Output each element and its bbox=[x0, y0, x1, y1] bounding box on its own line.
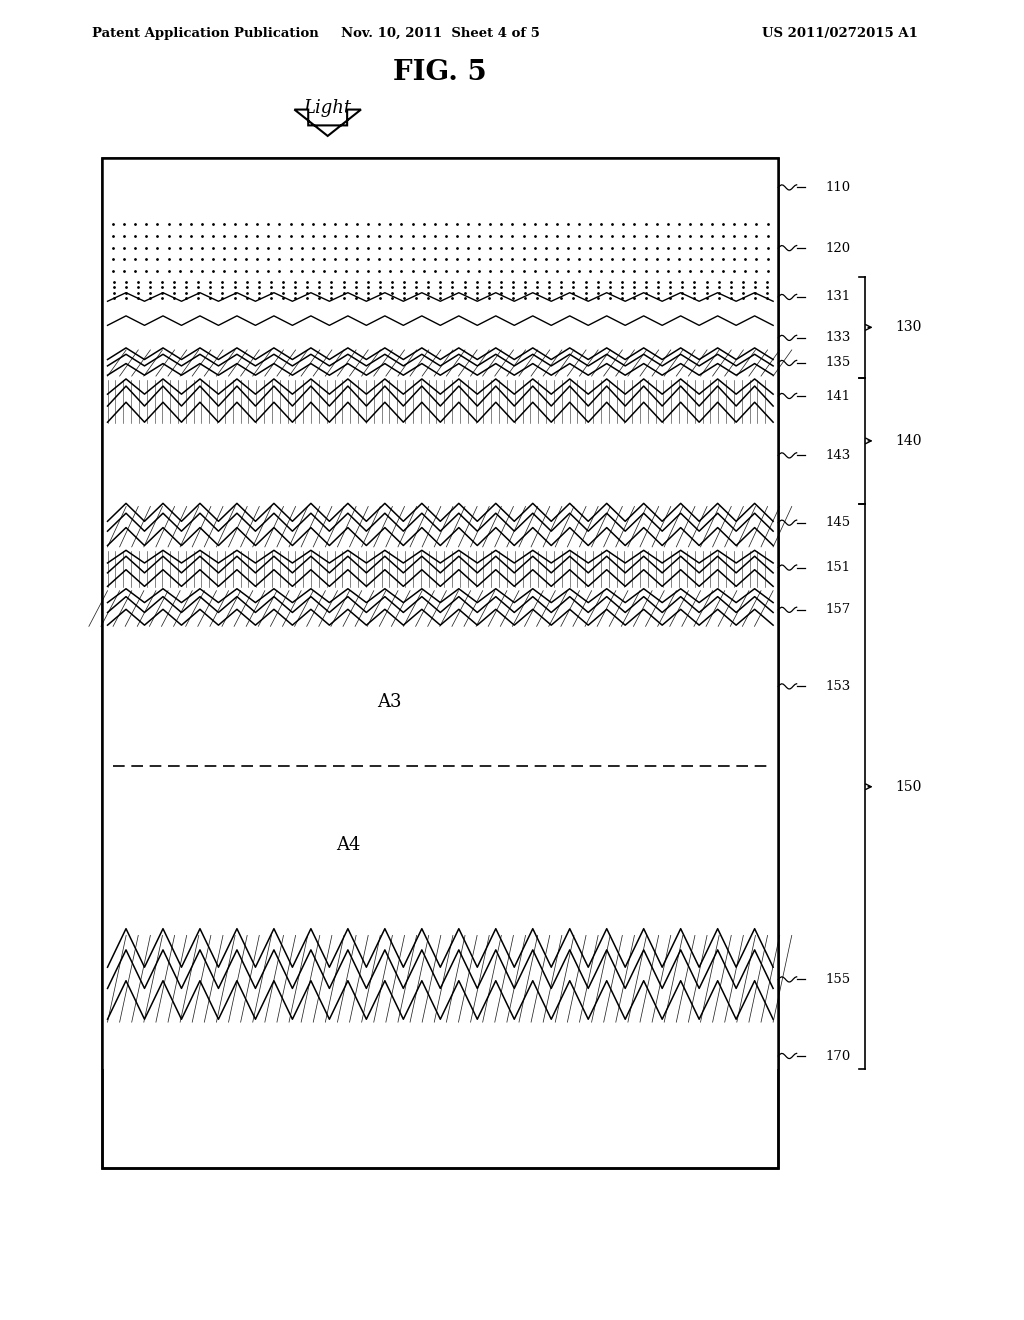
Text: A3: A3 bbox=[377, 693, 401, 711]
Bar bbox=[102, 425, 778, 504]
Text: 155: 155 bbox=[825, 973, 851, 986]
Bar bbox=[102, 628, 778, 931]
Bar bbox=[102, 348, 778, 378]
Bar bbox=[102, 158, 778, 1168]
Text: 120: 120 bbox=[825, 242, 851, 255]
Text: 153: 153 bbox=[825, 680, 851, 693]
Text: 135: 135 bbox=[825, 356, 851, 370]
Text: 133: 133 bbox=[825, 331, 851, 345]
Text: 130: 130 bbox=[895, 321, 922, 334]
Text: 141: 141 bbox=[825, 389, 851, 403]
Bar bbox=[102, 378, 778, 425]
Text: 131: 131 bbox=[825, 290, 851, 304]
Text: 157: 157 bbox=[825, 603, 851, 616]
Bar bbox=[102, 327, 778, 348]
Text: 150: 150 bbox=[895, 780, 922, 793]
Text: 143: 143 bbox=[825, 449, 851, 462]
Bar bbox=[102, 589, 778, 628]
Bar bbox=[102, 218, 778, 277]
Text: Patent Application Publication: Patent Application Publication bbox=[92, 26, 318, 40]
Text: US 2011/0272015 A1: US 2011/0272015 A1 bbox=[762, 26, 918, 40]
Text: 145: 145 bbox=[825, 516, 851, 529]
Text: FIG. 5: FIG. 5 bbox=[393, 59, 487, 86]
Bar bbox=[102, 931, 778, 1027]
Bar bbox=[102, 504, 778, 549]
Bar bbox=[102, 277, 778, 327]
Text: 170: 170 bbox=[825, 1049, 851, 1063]
Text: Light: Light bbox=[304, 99, 351, 117]
Text: Nov. 10, 2011  Sheet 4 of 5: Nov. 10, 2011 Sheet 4 of 5 bbox=[341, 26, 540, 40]
Text: 140: 140 bbox=[895, 434, 922, 447]
Bar bbox=[102, 1027, 778, 1069]
Text: A4: A4 bbox=[336, 836, 360, 854]
Bar bbox=[102, 549, 778, 589]
Bar bbox=[102, 158, 778, 1168]
Text: 110: 110 bbox=[825, 181, 851, 194]
Bar bbox=[102, 158, 778, 218]
Text: 151: 151 bbox=[825, 561, 851, 574]
Polygon shape bbox=[295, 110, 361, 136]
